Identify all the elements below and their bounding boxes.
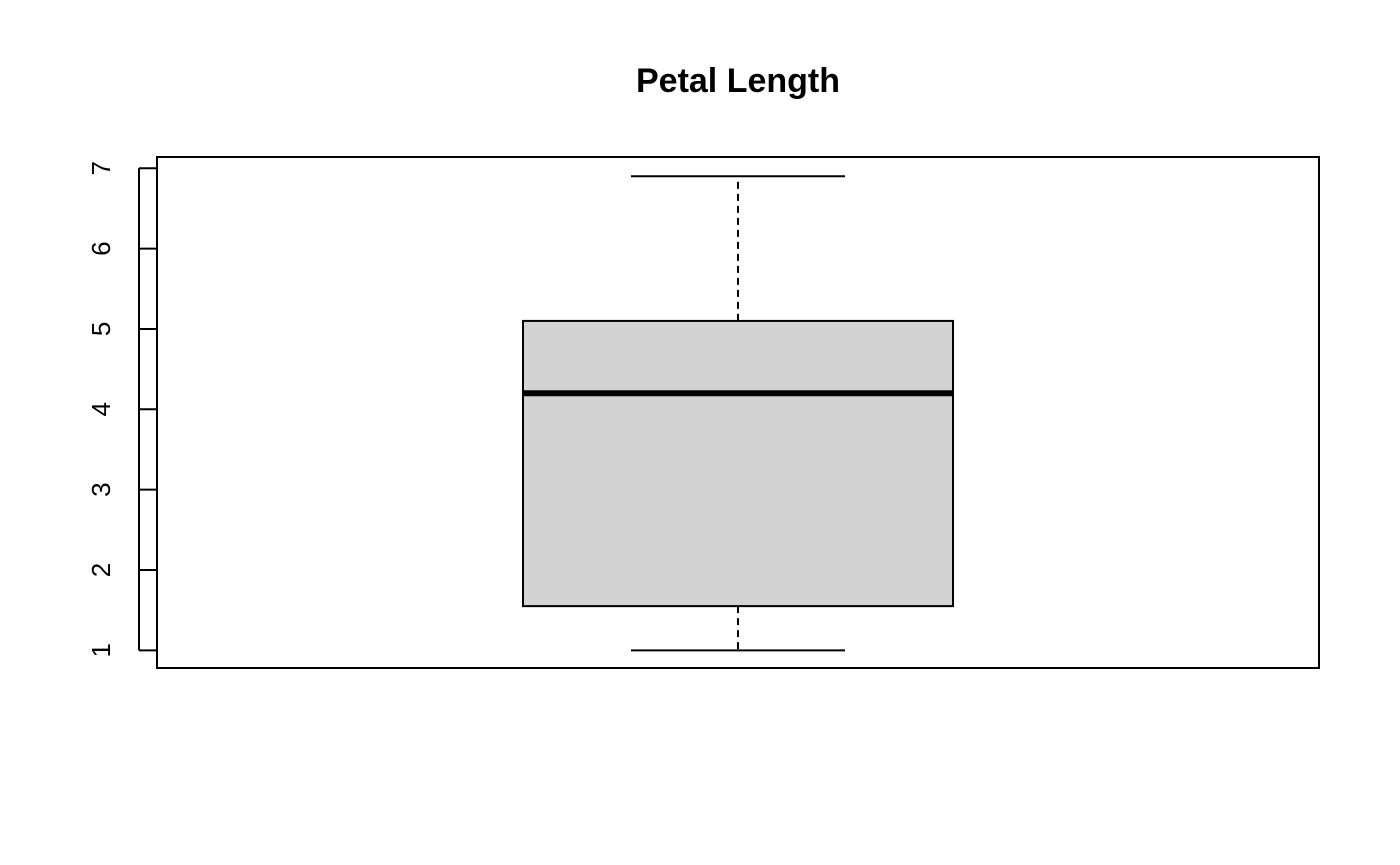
y-tick-label: 1	[86, 643, 116, 657]
plot-frame	[156, 156, 1320, 669]
y-tick-label: 4	[86, 402, 116, 416]
y-tick-label: 2	[86, 563, 116, 577]
y-tick-label: 6	[86, 241, 116, 255]
chart-title: Petal Length	[636, 62, 840, 100]
plot-area	[156, 156, 1320, 669]
y-axis: 1 2 3 4 5 6 7	[86, 161, 157, 658]
y-tick-label: 5	[86, 322, 116, 336]
y-tick-label: 7	[86, 161, 116, 175]
y-tick-label: 3	[86, 482, 116, 496]
iqr-box	[522, 319, 954, 608]
